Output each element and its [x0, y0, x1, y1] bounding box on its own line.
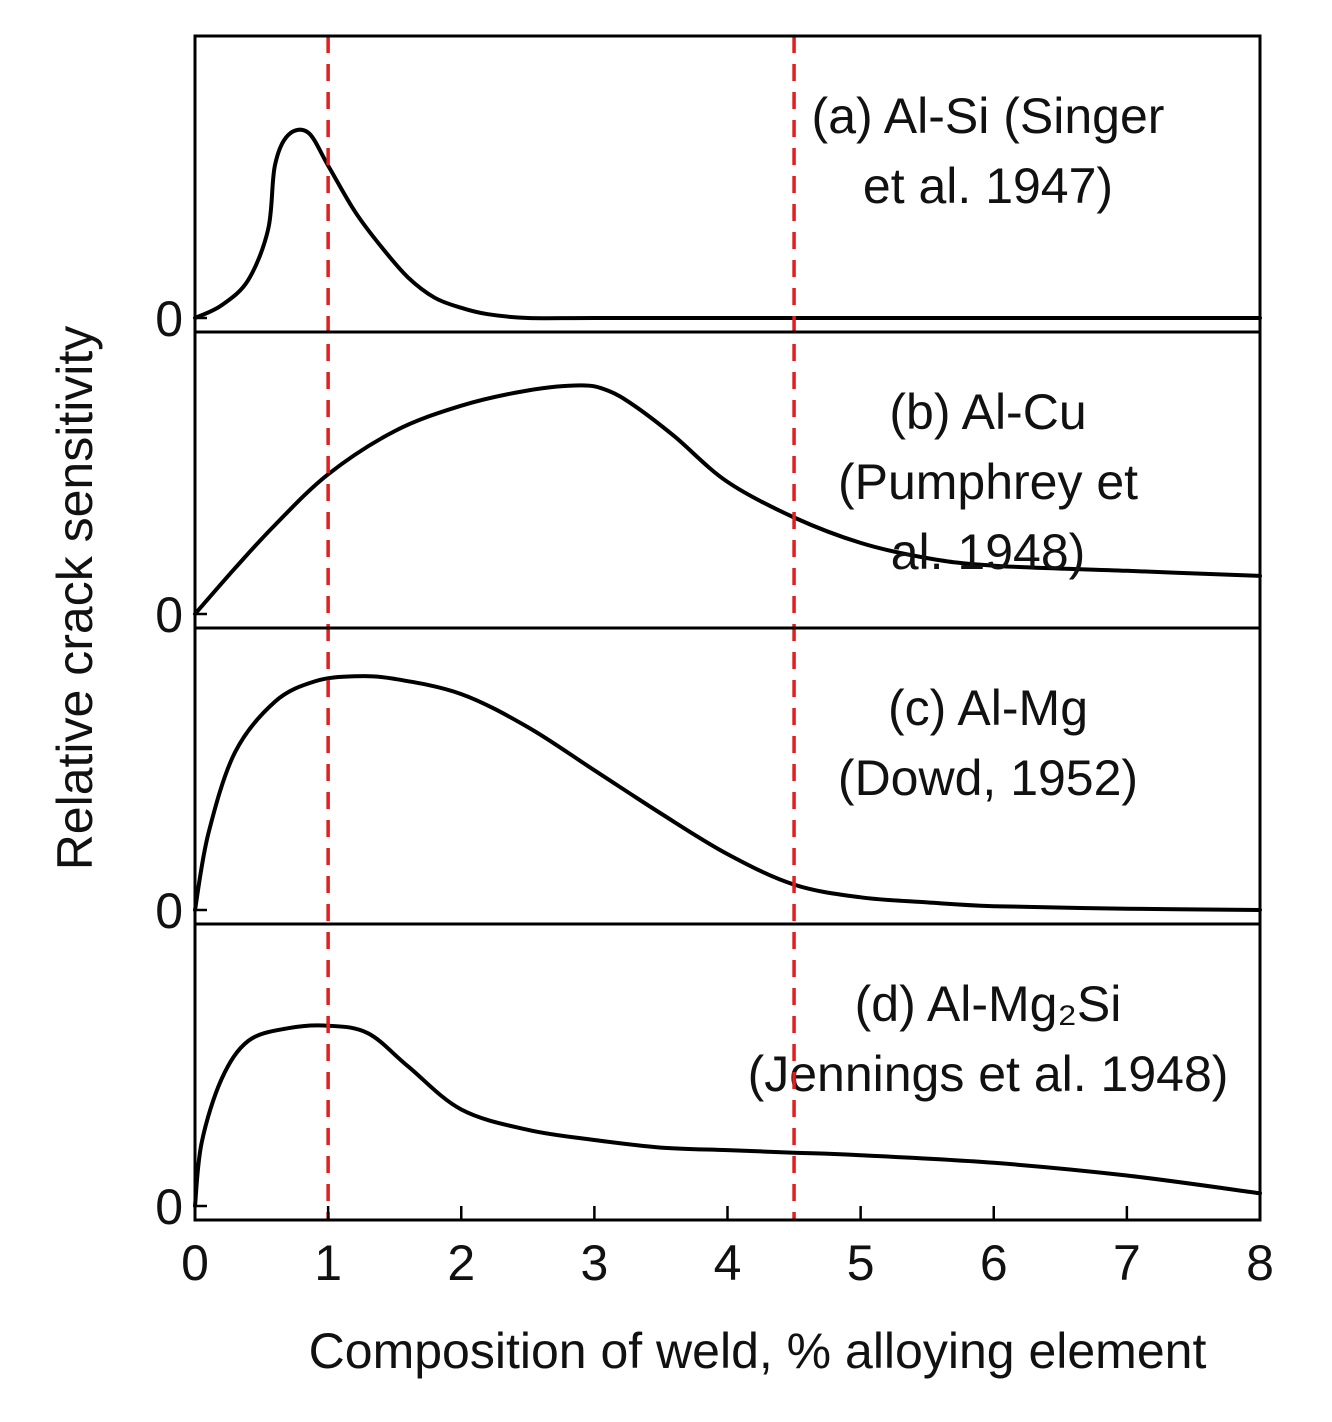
panel-label-line: (c) Al-Mg	[888, 680, 1088, 736]
x-tick-label: 2	[447, 1235, 475, 1291]
plot-frame-layer	[193, 34, 1262, 1222]
x-tick-label: 0	[181, 1235, 209, 1291]
panel-1: 0 (a) Al-Si (Singer et al. 1947)	[155, 88, 1262, 347]
panel-label-line: (b) Al-Cu	[889, 384, 1086, 440]
x-axis-ticks: 0 1 2 3 4 5 6 7 8	[181, 1206, 1274, 1291]
panel-2: 0 (b) Al-Cu (Pumphrey et al. 1948)	[155, 383, 1262, 643]
panel-label-line: (Dowd, 1952)	[838, 750, 1138, 806]
panel-label-line: (Jennings et al. 1948)	[748, 1046, 1229, 1102]
panel-label-line: al. 1948)	[891, 524, 1086, 580]
zero-tick-label: 0	[155, 883, 183, 939]
zero-tick-label: 0	[155, 587, 183, 643]
panel-4: 0 (d) Al-Mg₂Si (Jennings et al. 1948)	[155, 976, 1262, 1235]
x-tick-label: 6	[980, 1235, 1008, 1291]
panel-label-line: (d) Al-Mg₂Si	[855, 976, 1122, 1032]
x-tick-label: 3	[580, 1235, 608, 1291]
x-tick-label: 8	[1246, 1235, 1274, 1291]
y-axis-label: Relative crack sensitivity	[47, 326, 103, 871]
curve-series-4	[193, 1023, 1262, 1208]
x-axis-label: Composition of weld, % alloying element	[309, 1323, 1207, 1379]
x-tick-label: 5	[847, 1235, 875, 1291]
panels-layer: 0 (a) Al-Si (Singer et al. 1947) 0 (b) Al-Cu…	[155, 88, 1262, 1235]
curve-series-3	[193, 674, 1262, 912]
x-tick-label: 4	[714, 1235, 742, 1291]
curve-series-1	[193, 127, 1262, 321]
x-tick-label: 1	[314, 1235, 342, 1291]
panel-label-line: et al. 1947)	[863, 158, 1113, 214]
panel-label-line: (a) Al-Si (Singer	[812, 88, 1165, 144]
x-tick-label: 7	[1113, 1235, 1141, 1291]
curve-series-2	[193, 383, 1262, 616]
panel-label-line: (Pumphrey et	[838, 454, 1138, 510]
panel-3: 0 (c) Al-Mg (Dowd, 1952)	[155, 674, 1262, 939]
zero-tick-label: 0	[155, 291, 183, 347]
zero-tick-label: 0	[155, 1179, 183, 1235]
